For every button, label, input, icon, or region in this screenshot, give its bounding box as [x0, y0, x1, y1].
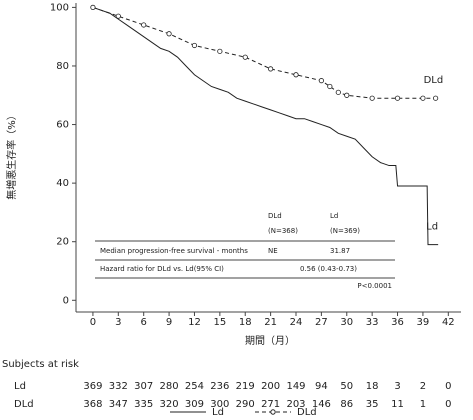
point: [90, 4, 96, 10]
risk-count: 11: [391, 399, 404, 410]
point: [344, 92, 350, 98]
x-tick-label: 27: [315, 317, 328, 328]
series-label: Ld: [426, 222, 438, 233]
point: [242, 54, 248, 60]
x-tick-label: 12: [188, 317, 201, 328]
x-tick-label: 6: [141, 317, 147, 328]
risk-count: 149: [286, 381, 305, 392]
risk-count: 203: [286, 399, 305, 410]
risk-count: 320: [160, 399, 179, 410]
series-label: DLd: [424, 75, 444, 86]
x-tick-label: 3: [115, 317, 121, 328]
legend-label: DLd: [297, 407, 317, 418]
y-tick-label: 60: [56, 120, 69, 131]
table-n: (N=368): [268, 227, 298, 235]
point: [394, 95, 401, 101]
table-cell: NE: [268, 247, 278, 255]
risk-count: 335: [134, 399, 153, 410]
risk-count: 18: [366, 381, 379, 392]
point: [327, 83, 333, 90]
risk-count: 0: [445, 399, 451, 410]
x-tick-label: 18: [239, 317, 252, 328]
point: [369, 95, 375, 101]
x-tick-label: 42: [442, 317, 455, 328]
risk-count: 309: [185, 399, 204, 410]
series-line: [92, 6, 436, 99]
point: [141, 22, 147, 28]
x-axis-label: 期間（月）: [245, 335, 295, 347]
risk-count: 368: [83, 399, 102, 410]
risk-count: 271: [261, 399, 280, 410]
point: [335, 89, 341, 95]
risk-count: 300: [210, 399, 229, 410]
point: [217, 48, 223, 54]
risk-count: 290: [236, 399, 255, 410]
table-n: (N=369): [330, 227, 360, 235]
risk-count: 35: [366, 399, 379, 410]
risk-count: 50: [340, 381, 353, 392]
risk-count: 146: [312, 399, 331, 410]
x-tick-label: 36: [391, 317, 404, 328]
y-tick-label: 0: [63, 295, 69, 306]
risk-count: 200: [261, 381, 280, 392]
risk-count: 236: [210, 381, 229, 392]
risk-count: 0: [445, 381, 451, 392]
risk-count: 347: [109, 399, 128, 410]
x-tick-label: 0: [90, 317, 96, 328]
point: [433, 95, 439, 101]
legend-label: Ld: [212, 407, 224, 418]
table-cell: Hazard ratio for DLd vs. Ld(95% CI): [100, 265, 224, 273]
legend-marker: [270, 409, 276, 415]
risk-count: 94: [315, 381, 328, 392]
point: [166, 31, 172, 37]
table-header: Ld: [330, 212, 338, 220]
point: [420, 95, 426, 101]
y-tick-label: 100: [50, 2, 69, 13]
x-tick-label: 39: [417, 317, 430, 328]
risk-count: 86: [340, 399, 353, 410]
x-tick-label: 15: [213, 317, 226, 328]
risk-count: 307: [134, 381, 153, 392]
series-line: [92, 6, 439, 246]
p-value: P<0.0001: [357, 282, 392, 290]
risk-count: 332: [109, 381, 128, 392]
x-tick-label: 9: [166, 317, 172, 328]
point: [191, 42, 198, 49]
table-header: DLd: [268, 212, 282, 220]
table-cell: Median progression-free survival - month…: [100, 247, 248, 255]
x-tick-label: 21: [264, 317, 277, 328]
risk-count: 1: [420, 399, 426, 410]
y-axis-label: 無増悪生存率（%）: [5, 110, 18, 200]
risk-title: Subjects at risk: [2, 359, 79, 370]
y-tick-label: 40: [56, 178, 69, 189]
risk-count: 3: [394, 381, 400, 392]
risk-count: 219: [236, 381, 255, 392]
table-cell: 0.56 (0.43-0.73): [300, 265, 357, 273]
x-tick-label: 33: [366, 317, 379, 328]
risk-count: 369: [83, 381, 102, 392]
risk-row-name: DLd: [14, 399, 34, 410]
x-tick-label: 30: [340, 317, 353, 328]
risk-count: 280: [160, 381, 179, 392]
y-tick-label: 20: [56, 237, 69, 248]
risk-row-name: Ld: [14, 381, 26, 392]
point: [268, 66, 274, 72]
x-tick-label: 24: [290, 317, 303, 328]
table-cell: 31.87: [330, 247, 350, 255]
risk-count: 2: [420, 381, 426, 392]
risk-count: 254: [185, 381, 204, 392]
point: [293, 72, 299, 78]
point: [115, 13, 121, 19]
y-tick-label: 80: [56, 61, 69, 72]
point: [318, 78, 324, 84]
